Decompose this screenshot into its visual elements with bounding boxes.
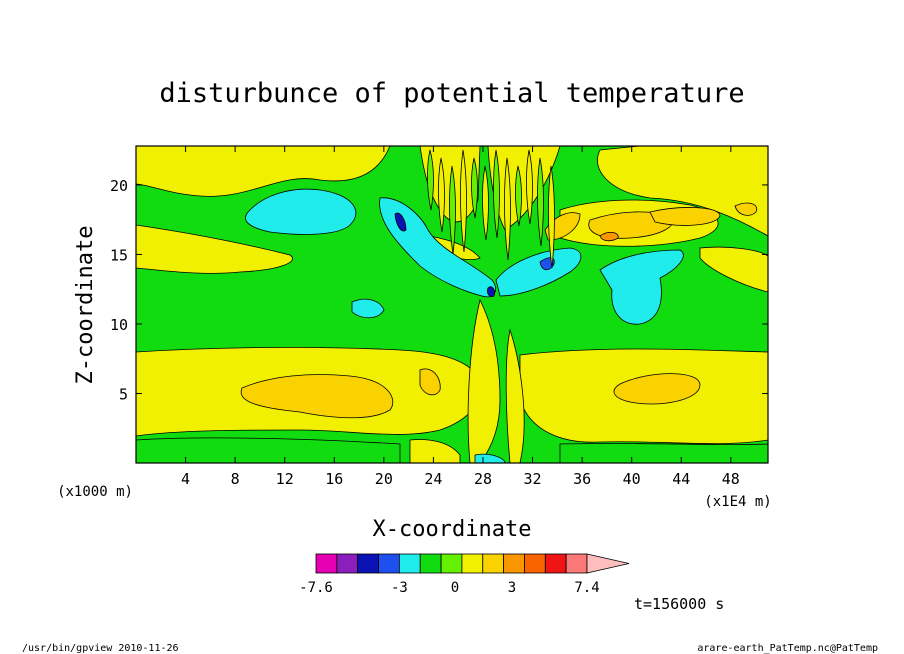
colorbar-extend-arrow	[586, 553, 630, 574]
x-tick-label-1: 8	[231, 470, 240, 488]
wave-stripe-8	[515, 165, 522, 227]
colorbar-tick-labels: -7.6 -3 0 3 7.4	[299, 580, 600, 596]
contour-patch-10	[409, 439, 461, 463]
y-tick-label-0: 5	[119, 385, 128, 403]
colorbar-tick-label-2: 0	[451, 580, 459, 596]
x-unit-label: (x1E4 m)	[704, 494, 771, 510]
contour-patch-27	[351, 298, 385, 319]
colorbar-segment-9	[503, 553, 525, 574]
x-tick-label-6: 28	[474, 470, 492, 488]
footer-right: arare-earth_PatTemp.nc@PatTemp	[697, 643, 878, 654]
colorbar-segment-0	[315, 553, 338, 574]
contour-patch-0	[136, 146, 391, 197]
wave-stripe-5	[482, 165, 489, 241]
contour-patch-18	[588, 211, 673, 239]
y-tick-label-3: 20	[110, 177, 128, 195]
colorbar-segment-4	[398, 553, 421, 574]
contour-patch-1	[136, 224, 293, 274]
contour-patch-16	[613, 373, 701, 405]
contour-patch-2	[597, 146, 768, 237]
wave-stripe-6	[493, 149, 500, 239]
x-tick-label-9: 40	[623, 470, 641, 488]
colorbar-segment-10	[524, 553, 546, 574]
wave-stripe-7	[504, 157, 511, 261]
colorbar	[315, 553, 630, 574]
colorbar-segment-3	[378, 553, 400, 574]
x-tick-label-2: 12	[276, 470, 294, 488]
colorbar-tick-label-0: -7.6	[299, 580, 333, 596]
contour-patch-12	[505, 328, 525, 463]
y-unit-label: (x1000 m)	[57, 484, 133, 500]
x-tick-label-4: 20	[375, 470, 393, 488]
wave-stripe-10	[537, 157, 544, 247]
wave-stripe-1	[438, 157, 445, 233]
contour-patch-29	[394, 212, 407, 232]
colorbar-segment-1	[336, 553, 359, 574]
colorbar-segment-7	[461, 553, 484, 574]
wave-stripe-0	[427, 149, 434, 211]
contour-patch-26	[599, 249, 684, 325]
y-axis: 5 10 15 20	[110, 177, 768, 403]
wave-stripe-11	[548, 165, 555, 269]
contour-field	[136, 146, 768, 463]
contour-patch-23	[245, 188, 357, 235]
colorbar-tick-label-4: 7.4	[574, 580, 599, 596]
y-axis-label: Z-coordinate	[73, 226, 98, 385]
wave-stripe-9	[526, 149, 533, 225]
plot-frame	[135, 145, 769, 464]
colorbar-segment-5	[419, 553, 442, 574]
colorbar-segment-11	[544, 553, 567, 574]
wave-stripe-3	[460, 149, 467, 253]
x-tick-label-0: 4	[181, 470, 190, 488]
y-tick-label-2: 15	[110, 246, 128, 264]
x-tick-label-8: 36	[573, 470, 591, 488]
contour-patch-17	[419, 368, 441, 396]
x-axis-label: X-coordinate	[373, 517, 532, 542]
time-label: t=156000 s	[634, 595, 724, 613]
contour-patch-3	[699, 246, 768, 293]
contour-patch-11	[467, 298, 501, 463]
x-tick-label-10: 44	[672, 470, 690, 488]
wave-stripe-2	[449, 165, 456, 255]
y-tick-label-1: 10	[110, 316, 128, 334]
colorbar-segment-8	[482, 553, 505, 574]
chart-title: disturbunce of potential temperature	[159, 78, 744, 109]
colorbar-tick-label-1: -3	[391, 580, 408, 596]
colorbar-tick-label-3: 3	[508, 580, 516, 596]
x-tick-label-5: 24	[424, 470, 442, 488]
contour-patch-25	[495, 247, 582, 297]
colorbar-segment-2	[357, 553, 379, 574]
contour-patch-14	[559, 443, 768, 463]
x-tick-label-3: 16	[325, 470, 343, 488]
contour-patch-13	[136, 437, 401, 463]
contour-patch-19	[649, 207, 721, 226]
x-axis: 4 8 12 16 20 24 28 32 36 40 44 48	[181, 146, 740, 488]
wave-stripe-4	[471, 157, 478, 219]
colorbar-segment-6	[440, 553, 463, 574]
x-tick-label-7: 32	[524, 470, 542, 488]
contour-patch-20	[734, 202, 758, 216]
contour-patch-31	[487, 286, 495, 297]
contour-patch-22	[599, 232, 619, 242]
contour-patch-15	[240, 374, 394, 419]
x-tick-label-11: 48	[722, 470, 740, 488]
colorbar-segment-12	[565, 553, 588, 574]
footer-left: /usr/bin/gpview 2010-11-26	[22, 643, 179, 654]
